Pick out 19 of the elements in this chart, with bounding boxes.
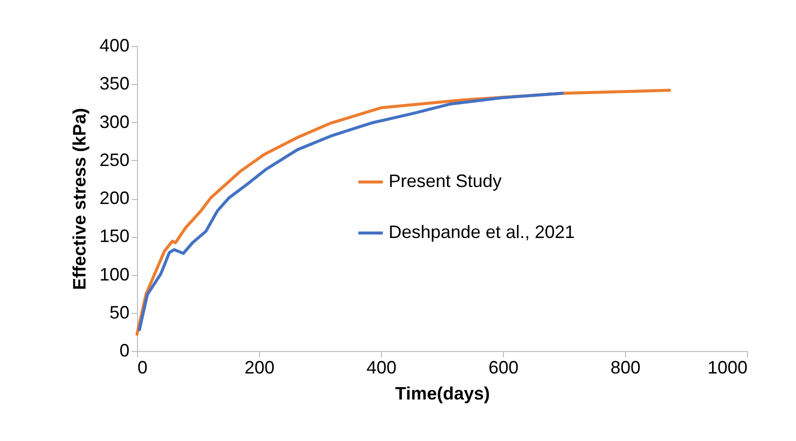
y-tick-label: 150 [99, 226, 130, 246]
x-tick-label: 600 [488, 358, 519, 378]
y-tick-label: 0 [119, 340, 130, 360]
y-tick-label: 350 [99, 74, 130, 94]
x-tick-label: 800 [610, 358, 641, 378]
y-tick-label: 100 [99, 264, 130, 284]
x-axis-title: Time(days) [395, 384, 490, 404]
y-tick-label: 200 [99, 188, 130, 208]
y-tick-label: 300 [99, 112, 130, 132]
x-tick-label: 0 [138, 358, 148, 378]
x-tick-label: 1000 [707, 358, 748, 378]
legend-label: Deshpande et al., 2021 [388, 222, 575, 242]
y-tick-label: 50 [109, 302, 130, 322]
x-tick-label: 400 [366, 358, 397, 378]
y-axis-title: Effective stress (kPa) [69, 108, 90, 290]
y-tick-label: 250 [99, 150, 130, 170]
legend-label: Present Study [388, 171, 502, 191]
y-tick-label: 400 [99, 36, 130, 56]
x-tick-label: 200 [244, 358, 275, 378]
